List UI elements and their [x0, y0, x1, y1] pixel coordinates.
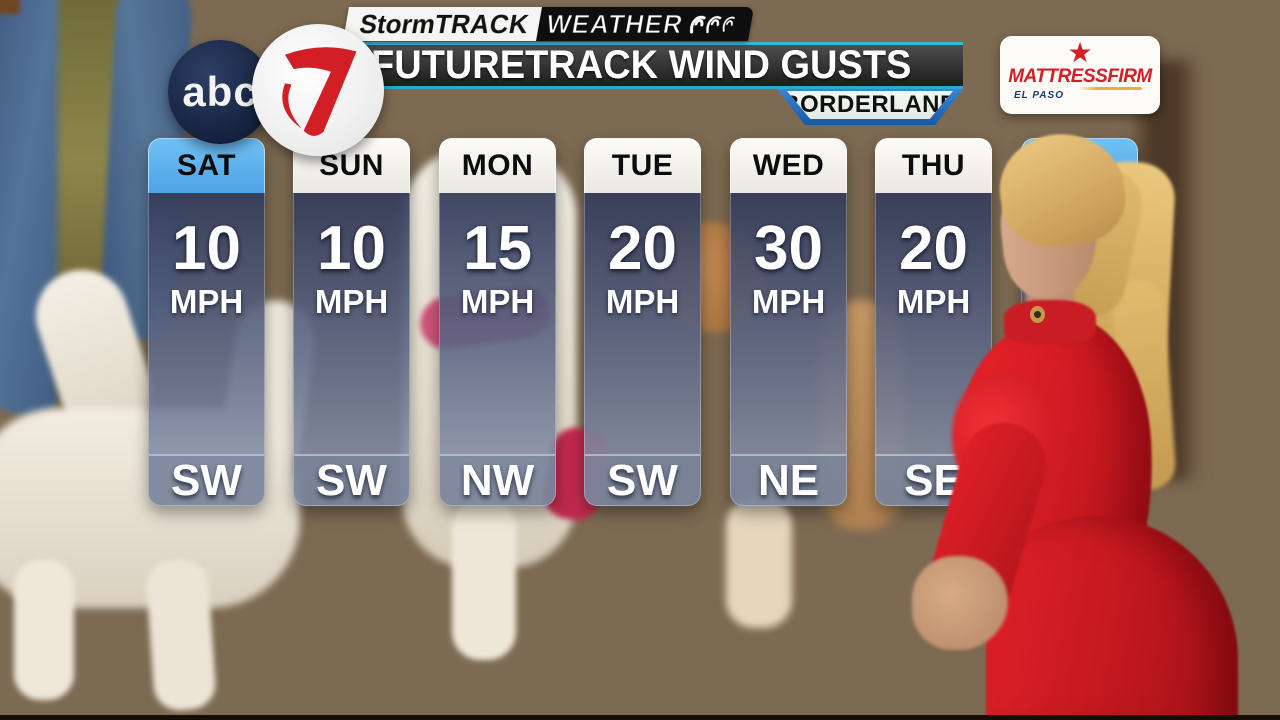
- day-label: SUN: [319, 149, 384, 182]
- day-header: FRI: [1021, 138, 1138, 193]
- wind-direction: NE: [757, 455, 820, 505]
- wind-value-panel: 20 MPH: [584, 193, 701, 454]
- white-dog-leg: [14, 560, 74, 700]
- wind-direction: SW: [171, 455, 242, 505]
- forecast-column-wed: WED 30 MPH NE: [730, 138, 847, 506]
- day-header: SUN: [293, 138, 410, 193]
- autumn-leaves-ground: [0, 0, 20, 14]
- wind-direction: NW: [460, 455, 535, 505]
- forecast-column-sun: SUN 10 MPH SW: [293, 138, 410, 506]
- day-header: SAT: [148, 138, 265, 193]
- forecast-column-tue: TUE 20 MPH SW: [584, 138, 701, 506]
- wind-speed-value: 30: [754, 214, 823, 283]
- forecast-column-mon: MON 15 MPH NW: [439, 138, 556, 506]
- wind-direction: SW: [607, 455, 678, 505]
- day-label: SAT: [176, 149, 237, 182]
- white-dog-leg: [452, 500, 516, 660]
- wind-speed-unit: MPH: [314, 282, 389, 320]
- forecast-column-fri: FRI: [1021, 138, 1138, 506]
- wind-direction-panel: SE: [875, 454, 992, 506]
- wind-speed-value: 20: [899, 214, 968, 283]
- day-label: TUE: [611, 149, 674, 182]
- wind-direction-panel: NE: [730, 454, 847, 506]
- forecast-column-thu: THU 20 MPH SE: [875, 138, 992, 506]
- wind-direction: SE: [904, 455, 963, 505]
- wind-speed-value: 15: [463, 214, 532, 283]
- wind-direction: SW: [316, 455, 387, 505]
- wind-value-panel: 20 MPH: [875, 193, 992, 454]
- day-label: FRI: [1054, 149, 1105, 182]
- forecast-column-sat: SAT 10 MPH SW: [148, 138, 265, 506]
- tan-dog-leg: [726, 498, 792, 628]
- day-header: TUE: [584, 138, 701, 193]
- day-header: MON: [439, 138, 556, 193]
- wind-value-panel: [1021, 193, 1138, 454]
- wind-speed-unit: MPH: [751, 282, 826, 320]
- wind-speed-value: 20: [608, 214, 677, 283]
- bottom-edge-bar: [0, 715, 1280, 720]
- day-header: WED: [730, 138, 847, 193]
- day-label: THU: [901, 149, 966, 182]
- wind-direction-panel: NW: [439, 454, 556, 506]
- wind-value-panel: 15 MPH: [439, 193, 556, 454]
- wind-direction-panel: SW: [293, 454, 410, 506]
- day-label: WED: [752, 149, 825, 182]
- wind-direction-panel: SW: [584, 454, 701, 506]
- wind-speed-value: 10: [317, 214, 386, 283]
- wind-value-panel: 30 MPH: [730, 193, 847, 454]
- wind-speed-unit: MPH: [169, 282, 244, 320]
- wind-direction-panel: [1021, 454, 1138, 506]
- wind-value-panel: 10 MPH: [293, 193, 410, 454]
- wind-value-panel: 10 MPH: [148, 193, 265, 454]
- wind-speed-unit: MPH: [460, 282, 535, 320]
- wind-speed-unit: MPH: [896, 282, 971, 320]
- wind-direction-panel: SW: [148, 454, 265, 506]
- wind-speed-unit: MPH: [605, 282, 680, 320]
- day-label: MON: [461, 149, 534, 182]
- wind-speed-value: 10: [172, 214, 241, 283]
- day-header: THU: [875, 138, 992, 193]
